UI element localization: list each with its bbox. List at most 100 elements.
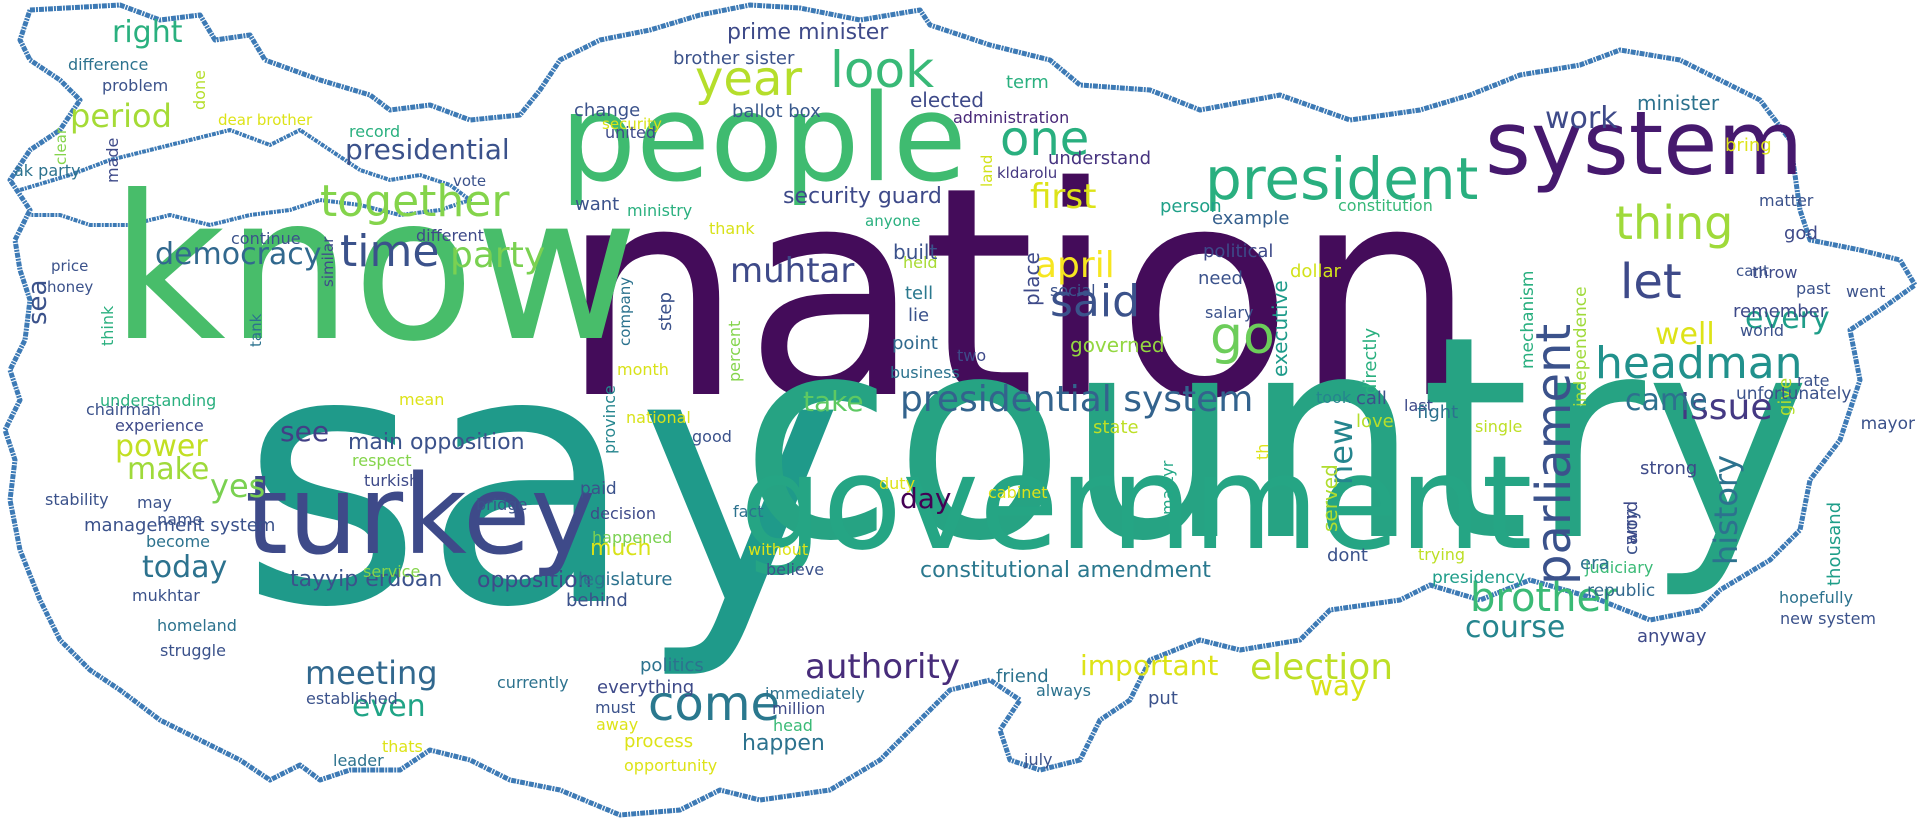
word-clear: clear [52,127,70,165]
word-say: say [240,276,844,684]
word-service: service [363,562,421,581]
word-decision: decision [590,504,656,523]
word-directly: directly [1360,327,1381,395]
word-behind: behind [566,590,628,611]
word-make: make [127,452,210,487]
word-salary: salary [1205,303,1254,322]
word-tank: tank [247,313,265,347]
word-every: every [1745,301,1830,336]
word-established: established [306,689,398,708]
word-month: month [617,360,669,379]
word-united: united [605,123,656,142]
word-muhtar: muhtar [730,251,855,291]
word-went: went [1846,282,1886,301]
word-issue: issue [1680,387,1773,428]
word-today: today [142,550,228,585]
word-headman: headman [1595,338,1803,389]
word-become: become [146,532,211,551]
word-look: look [830,41,935,99]
word-turkey: turkey [245,451,596,579]
word-vote: vote [453,172,487,190]
word-problem: problem [102,76,169,95]
word-july: july [1024,750,1053,769]
word-much: much [590,536,652,561]
word-rate: rate [1797,371,1830,390]
word-thing: thing [1615,196,1734,250]
word-trying: trying [1418,545,1466,564]
word-must: must [595,698,636,717]
map-inner-coast [19,128,472,227]
word-served: served [1318,464,1342,532]
word-matter: matter [1759,191,1814,210]
word-currently: currently [497,673,569,692]
word-change: change [574,100,641,121]
word-way: way [1310,669,1367,702]
word-time: time [340,226,440,277]
word-presidency: presidency [1432,568,1525,588]
word-work: work [1545,101,1618,136]
word-lie: lie [908,305,930,326]
word-country: country [740,277,1811,603]
word-hopefully: hopefully [1779,588,1854,607]
word-dont: dont [1327,545,1368,566]
word-fight: fight [1417,402,1459,423]
word-built: built [893,240,938,264]
word-business: business [890,363,960,382]
word-respect: respect [352,451,412,470]
word-record: record [349,122,401,141]
word-legislature: legislature [578,569,673,590]
word-paid: paid [580,479,617,499]
word-take: take [803,385,864,418]
word-turkish: turkish [364,471,420,490]
word-main-opposition: main opposition [348,430,525,455]
word-struggle: struggle [160,641,226,660]
word-presidential-system: presidential system [900,379,1254,420]
word-world: world [1740,321,1785,340]
word-well: well [1655,317,1715,352]
word-name: name [157,510,203,529]
word-last: last [1404,396,1433,415]
word-dear-brother: dear brother [218,111,313,129]
word-th: th [1253,443,1272,460]
word-party: party [450,235,546,276]
word-always: always [1036,681,1091,700]
word-percent: percent [725,320,744,382]
word-past: past [1796,279,1831,298]
word-immediately: immediately [765,684,865,703]
word-everything: everything [597,677,695,698]
word-know: know [110,153,639,386]
word-single: single [1475,417,1523,436]
word-step: step [655,292,676,331]
word-tayyip-erdoan: tayyip erdoan [290,567,443,592]
word-together: together [320,176,510,227]
word-understanding: understanding [100,391,217,410]
word-honey: honey [47,278,94,296]
word-period: period [70,97,172,135]
word-mukhtar: mukhtar [132,586,200,605]
word-government: government [740,427,1533,579]
word-without: without [748,540,809,559]
word-chairman: chairman [86,400,162,419]
word-opportunity: opportunity [624,756,718,775]
word-independence: independence [1571,286,1591,407]
word-social: social [1050,281,1096,300]
word-anyway: anyway [1637,626,1707,647]
word-mechanism: mechanism [1518,270,1538,369]
word-held: held [903,253,938,272]
word-believe: believe [766,560,825,579]
word-term: term [1006,72,1049,93]
word-security: security [602,115,662,133]
word-need: need [1198,268,1243,289]
word-constitution: constitution [1338,196,1433,215]
word-elected: elected [910,88,985,112]
word-homeland: homeland [157,616,237,635]
word-think: think [98,305,117,346]
word-happened: happened [592,528,673,547]
word-nation: nation [560,126,1478,463]
word-head: head [773,716,813,735]
word-put: put [1148,688,1178,709]
word-anyone: anyone [865,212,921,230]
word-martyr: martyr [1158,460,1177,515]
